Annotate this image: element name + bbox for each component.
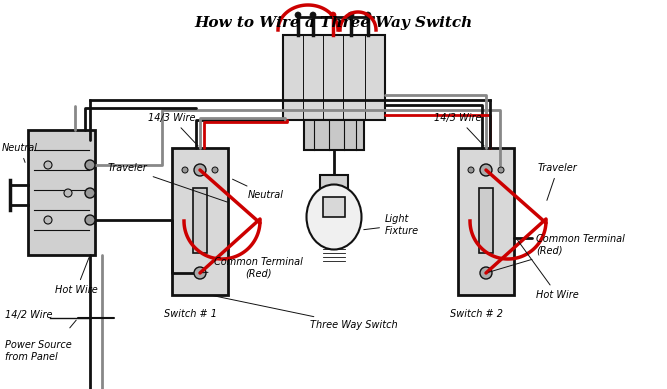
Bar <box>172 148 228 295</box>
Circle shape <box>480 267 492 279</box>
Text: Three Way Switch: Three Way Switch <box>213 296 398 330</box>
Circle shape <box>44 216 52 224</box>
Circle shape <box>348 12 354 18</box>
Bar <box>283 35 385 120</box>
Ellipse shape <box>307 184 362 249</box>
Text: Common Terminal
(Red): Common Terminal (Red) <box>203 257 302 279</box>
Circle shape <box>194 164 206 176</box>
Circle shape <box>365 12 371 18</box>
Bar <box>28 130 95 255</box>
Text: Switch # 1: Switch # 1 <box>163 309 217 319</box>
Circle shape <box>182 167 188 173</box>
Text: Switch # 2: Switch # 2 <box>450 309 502 319</box>
Circle shape <box>498 167 504 173</box>
Bar <box>323 197 345 217</box>
Circle shape <box>85 188 95 198</box>
Circle shape <box>480 164 492 176</box>
Text: Common Terminal
(Red): Common Terminal (Red) <box>489 234 625 272</box>
Text: Hot Wire: Hot Wire <box>55 258 98 295</box>
Circle shape <box>330 12 336 18</box>
Circle shape <box>468 167 474 173</box>
Bar <box>193 188 207 253</box>
Text: Traveler: Traveler <box>108 163 227 202</box>
Circle shape <box>85 215 95 225</box>
Circle shape <box>212 167 218 173</box>
Circle shape <box>194 267 206 279</box>
Text: Power Source
from Panel: Power Source from Panel <box>5 340 72 362</box>
Circle shape <box>85 160 95 170</box>
Bar <box>304 120 364 150</box>
Text: Neutral: Neutral <box>2 143 38 162</box>
Text: Neutral: Neutral <box>233 179 284 200</box>
Text: How to Wire a Three Way Switch: How to Wire a Three Way Switch <box>194 16 472 30</box>
Text: Traveler: Traveler <box>538 163 578 200</box>
Bar <box>320 175 348 197</box>
Bar <box>458 148 514 295</box>
Circle shape <box>310 12 316 18</box>
Text: 14/2 Wire: 14/2 Wire <box>5 310 53 320</box>
Text: 14/3 Wire: 14/3 Wire <box>148 113 198 146</box>
Circle shape <box>44 161 52 169</box>
Bar <box>479 188 493 253</box>
Text: Light
Fixture: Light Fixture <box>364 214 419 236</box>
Circle shape <box>295 12 301 18</box>
Text: Hot Wire: Hot Wire <box>518 240 579 300</box>
Text: 14/3 Wire: 14/3 Wire <box>434 113 484 146</box>
Circle shape <box>64 189 72 197</box>
